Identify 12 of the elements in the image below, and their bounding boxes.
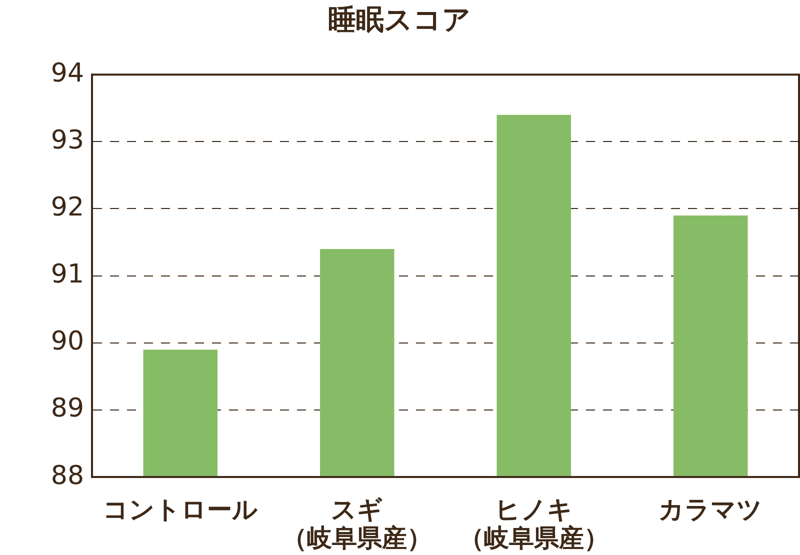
chart-title: 睡眠スコア: [328, 3, 471, 36]
y-tick-label: 94: [50, 58, 84, 88]
y-tick-label: 93: [50, 125, 84, 156]
x-tick-label: ヒノキ（岐阜県産）: [458, 494, 609, 553]
y-tick-label: 88: [50, 460, 84, 491]
x-tick-label: コントロール: [102, 494, 258, 524]
x-tick-label: スギ（岐阜県産）: [282, 494, 432, 553]
y-tick-label: 89: [50, 394, 84, 424]
x-tick-label: カラマツ: [658, 494, 763, 524]
y-tick-label: 92: [50, 192, 84, 222]
y-tick-label: 91: [50, 260, 84, 290]
y-tick-label: 90: [50, 326, 84, 357]
